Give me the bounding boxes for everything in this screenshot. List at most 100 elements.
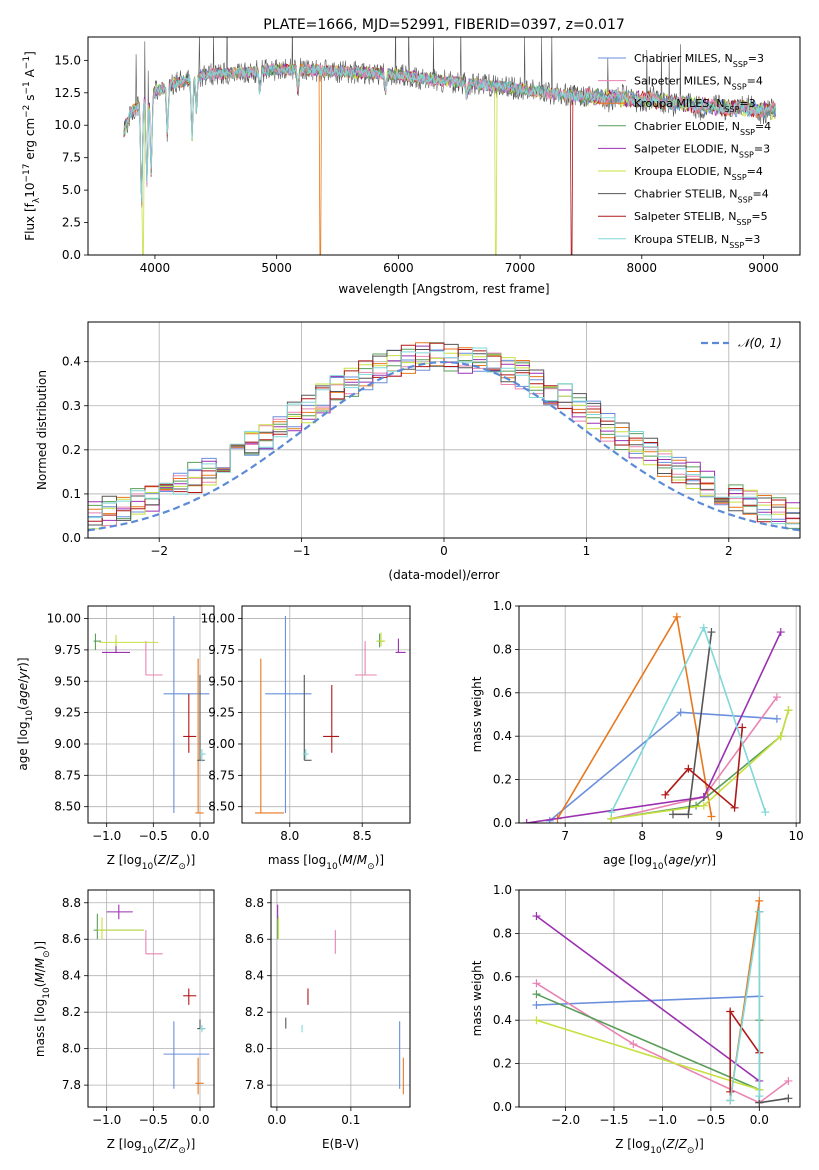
label-part: M [33,957,47,968]
y-tick-label: 8.75 [54,768,81,782]
data-point [672,612,681,621]
data-point [707,812,716,821]
y-tick-label: 8.0 [245,1042,264,1056]
data-point [532,1016,541,1025]
x-tick-label: 0.0 [190,1113,209,1127]
legend-label-n: =5 [751,210,767,223]
label-part: age [16,683,30,705]
y-tick-label: 0.0 [493,816,512,830]
panels: 4000 5000 6000 7000 8000 90000.02.55.07.510.0… [16,36,804,1156]
x-tick-label: −0.5 [139,1113,168,1127]
label-part: )] [16,657,30,666]
y-tick-label: 0.2 [62,443,81,457]
x-tick-label: −2.0 [551,1113,580,1127]
label-part: ( [662,1137,667,1151]
x-tick-label: 2 [725,544,733,558]
label-part: Z [log [107,1137,142,1151]
y-tick-label: 9.25 [54,706,81,720]
label-part: )] [375,853,384,867]
label-part: )] [694,1137,703,1151]
label-part: / [691,853,696,867]
data-point [784,1094,793,1103]
y-tick-label: 0.8 [493,642,512,656]
plot-area [519,890,800,1107]
label-part: / [166,853,171,867]
data-point [726,1087,735,1096]
label-part: / [353,853,358,867]
y-tick-label: 8.4 [245,969,264,983]
spectrum-line-kroupa-elodie [123,63,776,255]
data-point [522,819,531,823]
label-part: 10 [25,710,35,722]
label-part: Z [157,1137,167,1151]
axes-frame [87,36,801,256]
x-tick-label: 1 [583,544,591,558]
label-part: −1 [22,81,32,94]
x-tick-label: 9 [715,829,723,843]
data-point [607,808,616,817]
legend-label-sub: SSP [733,60,748,69]
spectrum-line-kroupa-stelib [123,64,777,203]
legend-label-main: Salpeter STELIB, N [634,210,736,223]
plot-area [88,890,214,1107]
x-axis-label: (data-model)/error [388,568,499,582]
label-part: Flux [f [23,202,37,240]
data-point [761,808,770,817]
y-tick-label: 8.50 [54,800,81,814]
data-point [726,1007,735,1016]
x-axis-label: Z [log10(Z/Z⊙)] [615,1137,704,1156]
series-line-chabrier-miles [536,995,760,1006]
panel-age_vs_mass: 8.0 8.5 8.50 8.75 9.00 9.25 9.50 9.75 10.00 mass … [201,605,411,872]
legend-label-main: Chabrier ELODIE, N [634,120,740,133]
label-part: ( [664,853,669,867]
label-part: yr [16,666,30,680]
x-tick-label: −2 [150,544,168,558]
label-part: 10 [326,862,338,872]
label-part: ( [16,705,30,710]
panel-mass_vs_Z: −1.0 −0.5 0.07.88.08.28.48.68.8Z [log10(Z/… [33,889,215,1156]
label-part: ⊙ [687,1146,695,1156]
y-tick-label: 8.4 [62,969,81,983]
label-part: ⊙ [367,862,375,872]
y-tick-label: 7.8 [245,1078,264,1092]
plot-area [242,606,410,823]
label-part: A [23,68,37,81]
y-tick-label: 0.4 [493,1013,512,1027]
x-tick-label: 0.0 [190,829,209,843]
legend-label-main: Salpeter MILES, N [634,75,732,88]
label-part: M [342,853,353,867]
label-part: / [16,678,30,683]
data-point [699,792,708,801]
y-tick-label: 9.50 [54,674,81,688]
y-tick-label: 10.0 [54,118,81,132]
legend-label: Kroupa ELODIE, NSSP=4 [634,165,763,182]
data-point [726,1096,735,1105]
series-line-kroupa-elodie [611,709,790,820]
plot-area [123,37,777,255]
y-axis-label: mass weight [470,676,484,752]
histogram-kroupa-stelib [88,347,800,525]
data-point [755,907,764,916]
y-tick-label: 0.0 [62,531,81,545]
series-line-kroupa-elodie [536,1019,760,1091]
legend-label-main: Kroupa STELIB, N [634,233,729,246]
axes-frame [241,605,411,824]
x-tick-label: 10 [789,829,804,843]
data-point [532,979,541,988]
spectrum-line-salpeter-stelib [123,63,777,255]
label-part: 10 [652,862,664,872]
data-point [699,801,708,810]
y-axis-label: Flux [fλ10−17 erg cm−2 s−1 A−1] [22,51,42,241]
legend-label: Kroupa MILES, NSSP=3 [634,97,756,114]
data-point [629,1040,638,1049]
axes-frame [270,889,411,1108]
legend-label-sub: SSP [736,218,751,227]
y-tick-label: 9.25 [208,706,235,720]
data-point [532,912,541,921]
legend-label: Salpeter STELIB, NSSP=5 [634,210,768,227]
legend-label-sub: SSP [729,240,744,249]
label-part: Z [678,1137,688,1151]
y-tick-label: 10.00 [201,612,235,626]
label-part: λ [32,197,42,203]
legend-label-n: =3 [739,97,755,110]
